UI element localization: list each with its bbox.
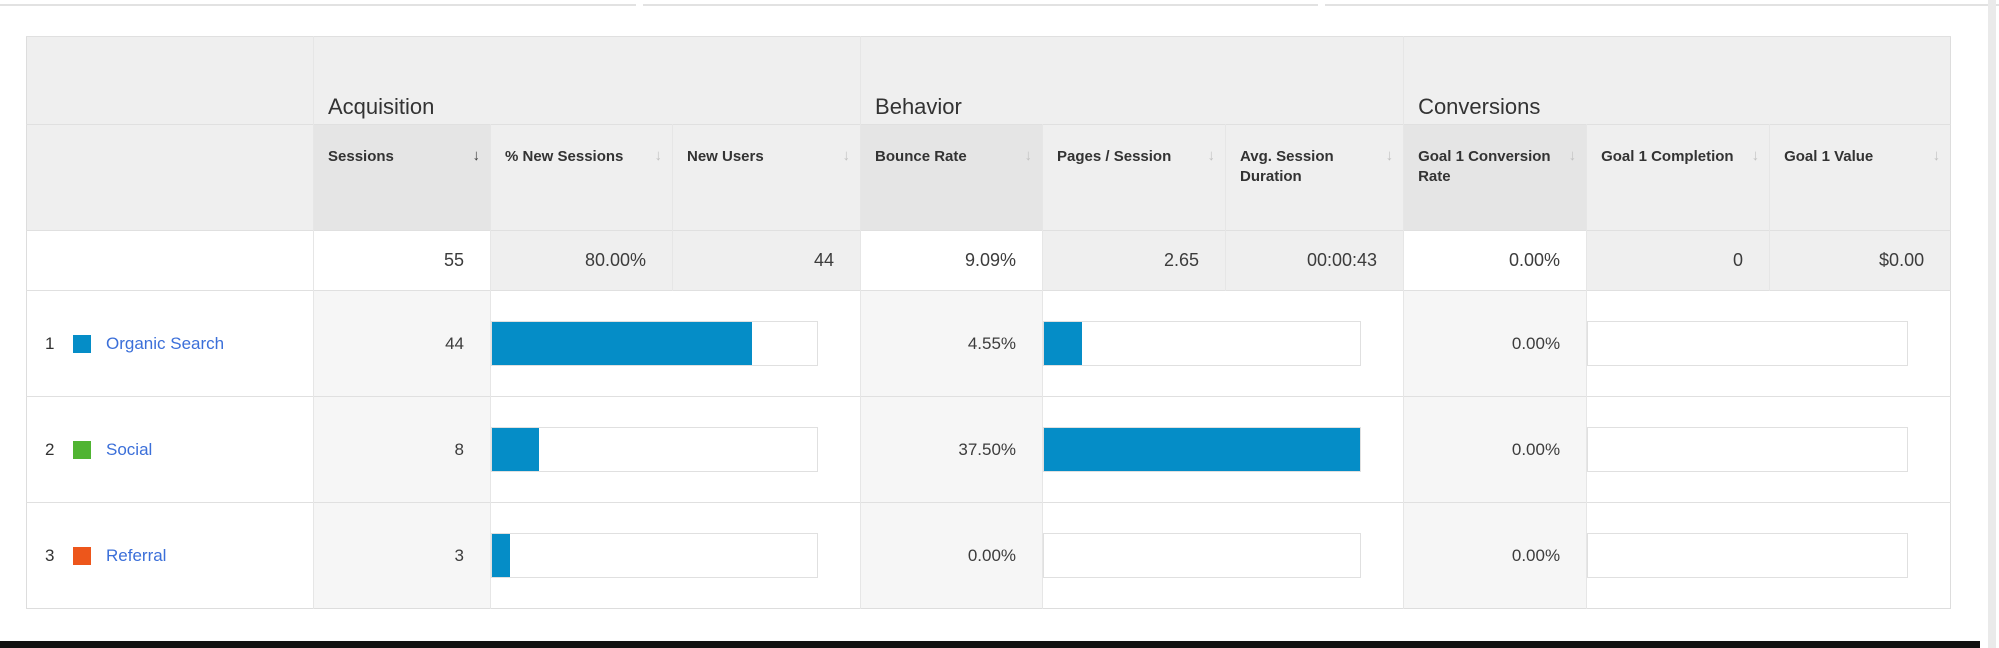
bounce-rate-value: 37.50%: [860, 396, 1044, 503]
dimension-header-cell: [26, 124, 314, 231]
channels-table: Acquisition Behavior Conversions Session…: [26, 36, 1952, 609]
summary-goal1-value: $0.00: [1769, 230, 1951, 291]
summary-pct-new-sessions: 80.00%: [490, 230, 673, 291]
goal1-bar-track: [1587, 321, 1909, 366]
sessions-bar-cell: [490, 396, 862, 503]
group-conversions: Conversions: [1403, 36, 1951, 125]
col-header-bounce-rate[interactable]: Bounce Rate ↓: [860, 124, 1044, 231]
goal1-bar-cell: [1586, 290, 1951, 397]
channel-link-organic-search[interactable]: Organic Search: [106, 333, 225, 353]
sessions-value: 3: [313, 502, 491, 609]
channel-link-referral[interactable]: Referral: [106, 545, 167, 565]
group-behavior: Behavior: [860, 36, 1405, 125]
goal1-conversion-rate-value: 0.00%: [1403, 396, 1588, 503]
bounce-rate-value: 0.00%: [860, 502, 1044, 609]
goal1-conversion-rate-value: 0.00%: [1403, 502, 1588, 609]
sessions-bar-track: [491, 321, 819, 366]
bottom-window-edge: [0, 641, 1980, 648]
sessions-bar-cell: [490, 290, 862, 397]
bounce-bar-track: [1043, 321, 1362, 366]
goal1-conversion-rate-value: 0.00%: [1403, 290, 1588, 397]
group-acquisition: Acquisition: [313, 36, 862, 125]
summary-new-users: 44: [672, 230, 862, 291]
sessions-bar: [492, 322, 753, 365]
legend-swatch-organic-search: [73, 334, 91, 353]
col-header-new-users[interactable]: New Users ↓: [672, 124, 862, 231]
goal1-bar-cell: [1586, 396, 1951, 503]
summary-goal1-conversion-rate: 0.00%: [1403, 230, 1588, 291]
table-row-organic-search: 1 Organic Search 44 4.55%: [26, 290, 1951, 397]
channel-link-social[interactable]: Social: [106, 439, 153, 459]
sort-arrow-icon: ↓: [1568, 147, 1577, 164]
group-header-row: Acquisition Behavior Conversions: [26, 36, 1951, 125]
bounce-bar-cell: [1042, 396, 1405, 503]
table-row-social: 2 Social 8 37.50% 0.00%: [26, 396, 1951, 503]
sort-arrow-icon: ↓: [1207, 147, 1216, 164]
sort-arrow-icon: ↓: [1751, 147, 1760, 164]
col-header-pages-session[interactable]: Pages / Session ↓: [1042, 124, 1227, 231]
card-edge-left: [0, 0, 636, 6]
column-header-row: Sessions ↓ % New Sessions ↓ New Users ↓: [26, 124, 1951, 231]
sort-desc-icon: ↓: [472, 147, 481, 164]
sessions-bar: [492, 428, 540, 471]
summary-bounce-rate: 9.09%: [860, 230, 1044, 291]
summary-goal1-completion: 0: [1586, 230, 1771, 291]
col-header-goal1-completion[interactable]: Goal 1 Completion ↓: [1586, 124, 1771, 231]
bounce-bar-cell: [1042, 502, 1405, 609]
bounce-rate-value: 4.55%: [860, 290, 1044, 397]
bounce-bar-cell: [1042, 290, 1405, 397]
col-header-sessions[interactable]: Sessions ↓: [313, 124, 491, 231]
summary-row: 55 80.00% 44 9.09% 2.65 00:00:43 0.00% 0…: [26, 230, 1951, 291]
sessions-bar: [492, 534, 510, 577]
summary-sessions: 55: [313, 230, 491, 291]
bounce-bar: [1044, 322, 1083, 365]
goal1-bar-track: [1587, 533, 1909, 578]
col-header-goal1-value[interactable]: Goal 1 Value ↓: [1769, 124, 1951, 231]
card-edge-right: [1325, 0, 1999, 6]
goal1-bar-track: [1587, 427, 1909, 472]
bounce-bar-track: [1043, 427, 1362, 472]
row-rank: 3: [45, 545, 55, 565]
corner-cell: [26, 36, 314, 125]
col-header-pct-new-sessions[interactable]: % New Sessions ↓: [490, 124, 673, 231]
sessions-value: 8: [313, 396, 491, 503]
legend-swatch-referral: [73, 546, 91, 565]
sessions-bar-track: [491, 533, 819, 578]
sessions-value: 44: [313, 290, 491, 397]
goal1-bar-cell: [1586, 502, 1951, 609]
sort-arrow-icon: ↓: [1385, 147, 1394, 164]
table-row-referral: 3 Referral 3 0.00% 0.00%: [26, 502, 1951, 609]
sort-arrow-icon: ↓: [1024, 147, 1033, 164]
row-rank: 1: [45, 333, 55, 353]
col-header-goal1-conversion-rate[interactable]: Goal 1 Conversion Rate ↓: [1403, 124, 1588, 231]
bounce-bar: [1044, 428, 1361, 471]
sort-arrow-icon: ↓: [654, 147, 663, 164]
row-rank: 2: [45, 439, 55, 459]
summary-avg-session-duration: 00:00:43: [1225, 230, 1405, 291]
legend-swatch-social: [73, 440, 91, 459]
summary-row-label: [26, 230, 314, 291]
summary-pages-session: 2.65: [1042, 230, 1227, 291]
sessions-bar-track: [491, 427, 819, 472]
sessions-bar-cell: [490, 502, 862, 609]
card-edge-middle: [643, 0, 1318, 6]
col-header-avg-session-duration[interactable]: Avg. Session Duration ↓: [1225, 124, 1405, 231]
bounce-bar-track: [1043, 533, 1362, 578]
sort-arrow-icon: ↓: [842, 147, 851, 164]
sort-arrow-icon: ↓: [1932, 147, 1941, 164]
scrollbar-track[interactable]: [1988, 0, 1996, 648]
